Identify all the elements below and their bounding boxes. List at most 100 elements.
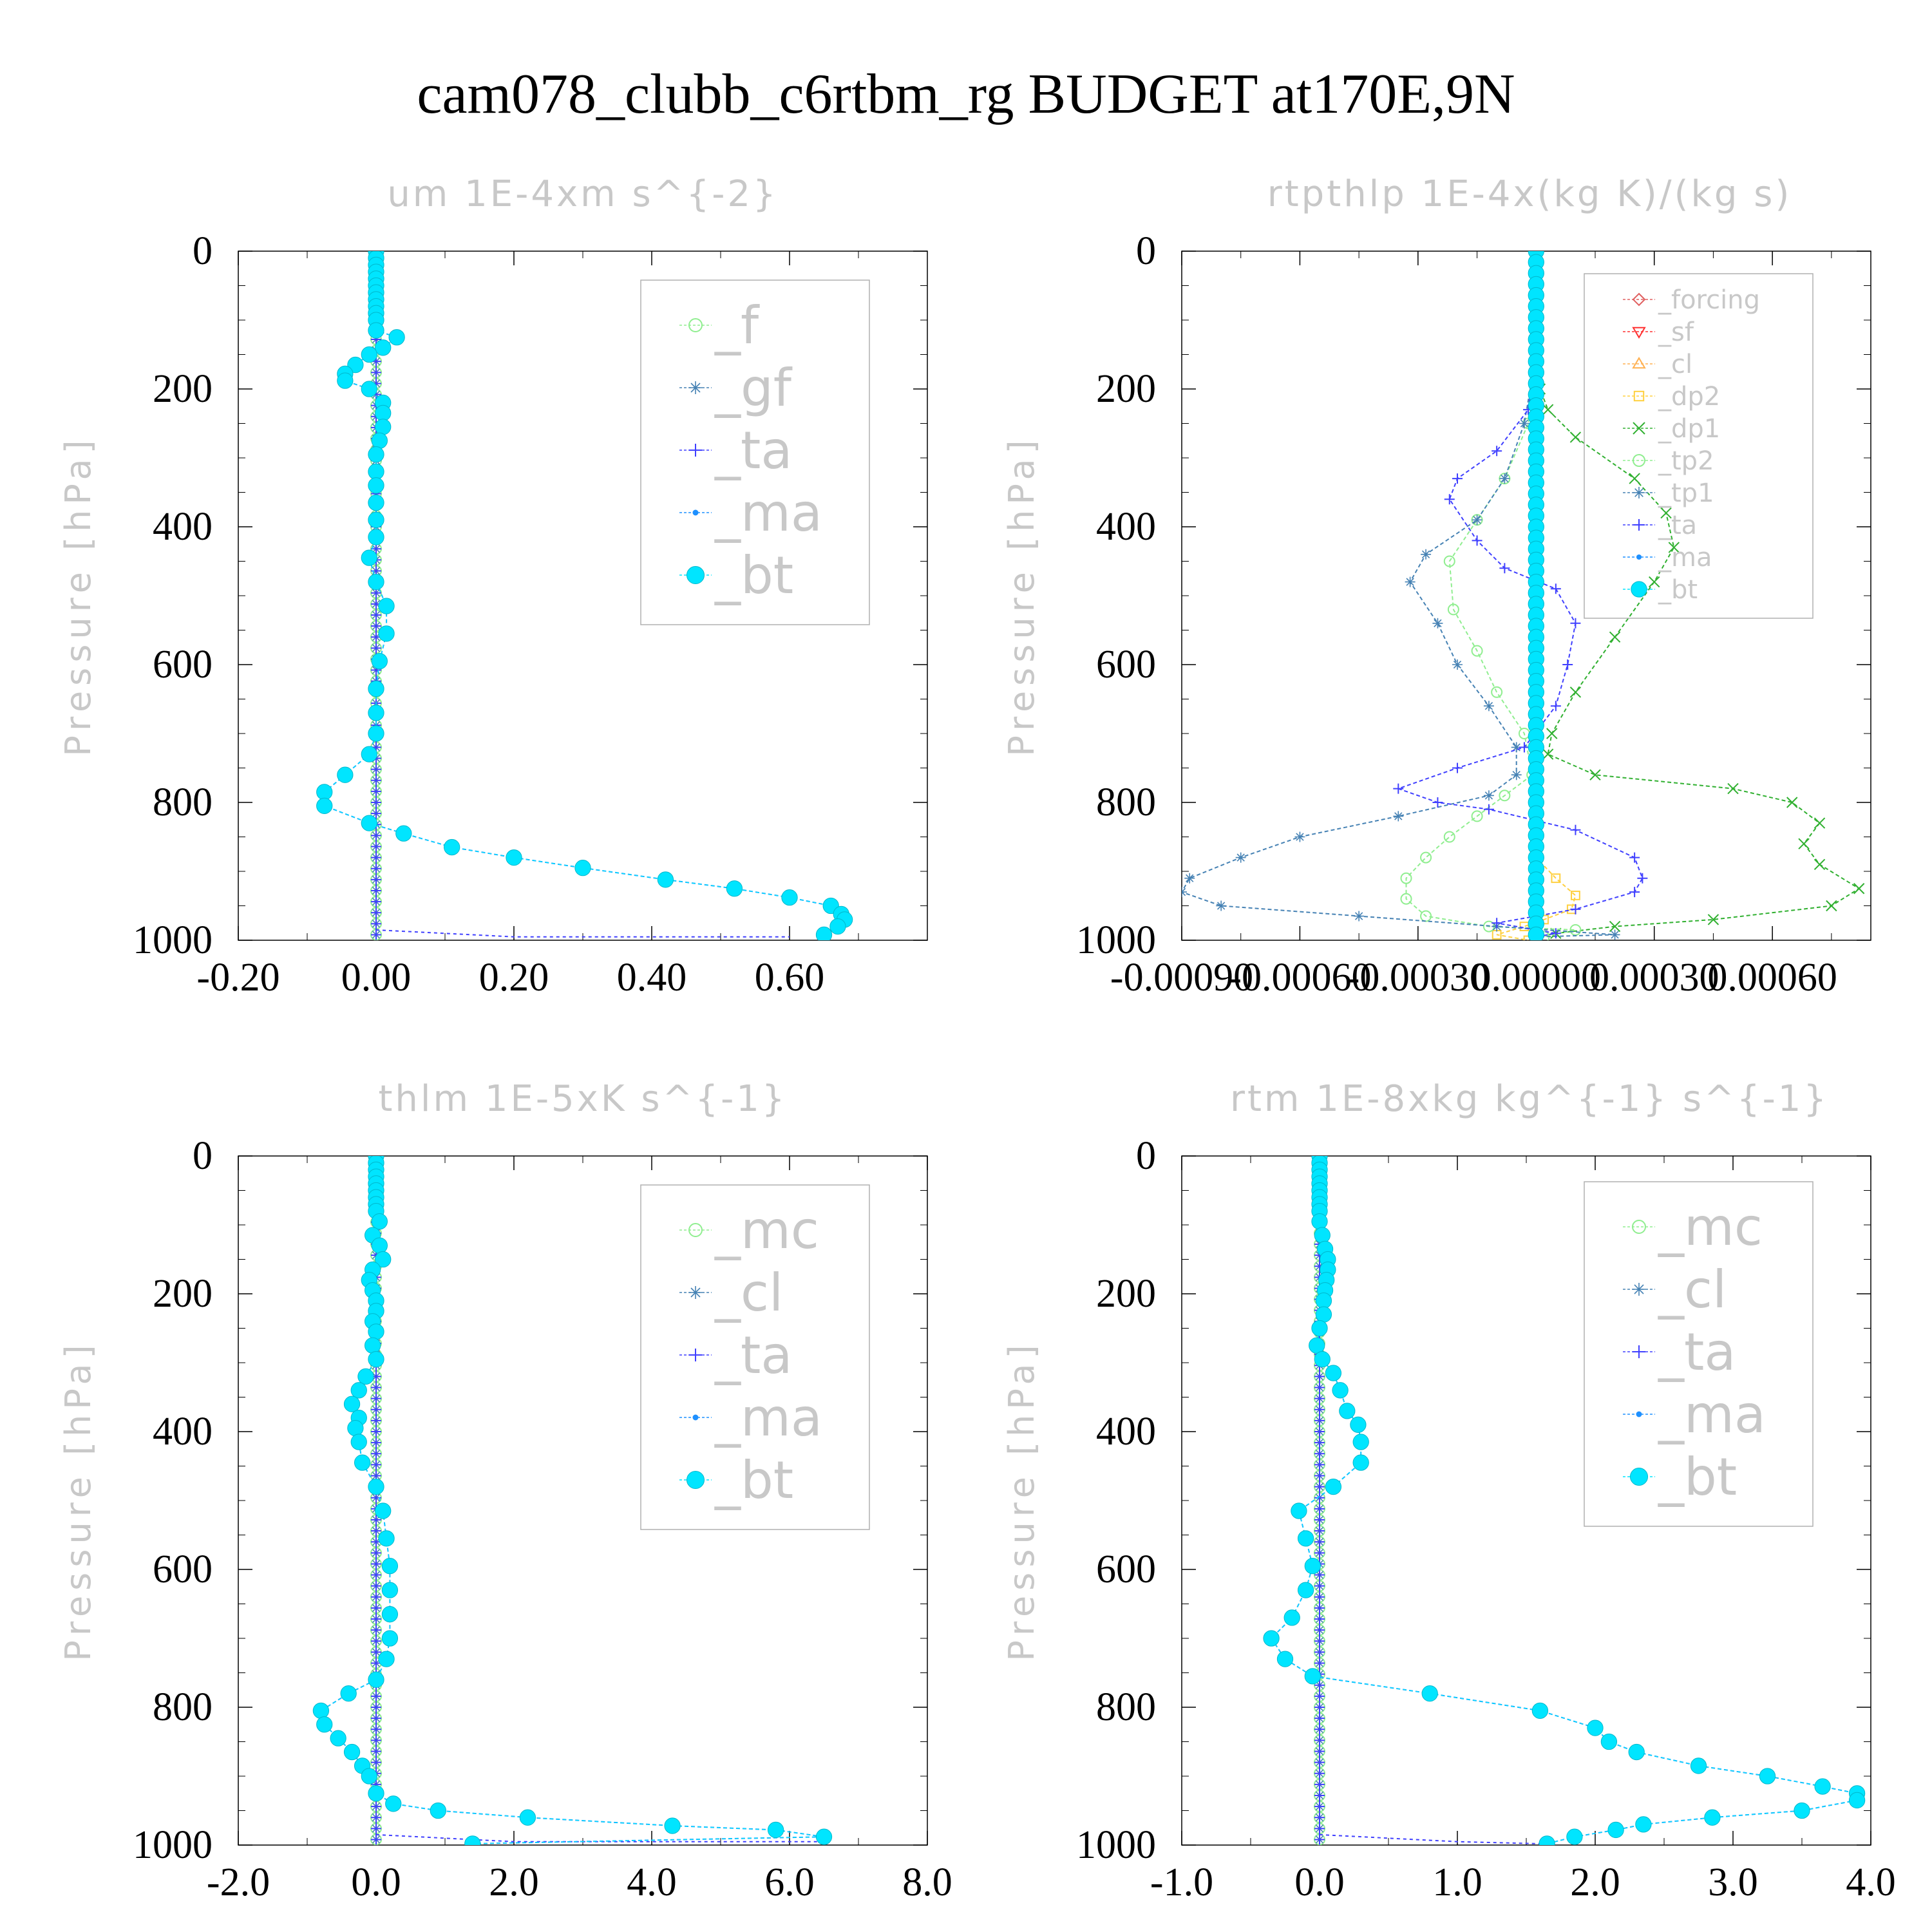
data-point xyxy=(361,815,377,831)
y-axis-label: Pressure [hPa] xyxy=(58,435,99,756)
panel-title-rtpthlp: rtpthlp 1E-4x(kg K)/(kg s) xyxy=(1267,173,1792,215)
data-point xyxy=(1393,783,1404,794)
legend-marker xyxy=(687,1471,705,1489)
legend-marker xyxy=(1636,554,1642,560)
data-point xyxy=(1332,1382,1349,1399)
data-point xyxy=(347,356,364,374)
panel-thlm: thlm 1E-5xK s^{-1} 0 200 400 600 800 1000-2.0… xyxy=(58,1078,952,1904)
y-tick-label: 600 xyxy=(153,1548,213,1591)
data-point xyxy=(1309,1337,1325,1354)
data-point xyxy=(371,1636,381,1647)
legend-marker xyxy=(1631,581,1647,598)
data-point xyxy=(371,1580,381,1591)
data-point xyxy=(1276,1651,1294,1667)
data-point xyxy=(371,1213,388,1230)
data-point xyxy=(354,1454,371,1471)
data-point xyxy=(350,1434,367,1450)
legend-marker xyxy=(1633,1345,1645,1358)
y-tick-label: 800 xyxy=(1096,1685,1156,1729)
data-point xyxy=(368,1785,384,1802)
data-point xyxy=(1314,1812,1325,1823)
data-point xyxy=(371,653,388,670)
data-point xyxy=(385,1795,402,1812)
data-point xyxy=(1471,645,1483,657)
data-point xyxy=(1668,542,1680,553)
data-point xyxy=(1452,659,1463,670)
data-point xyxy=(1314,1492,1325,1503)
data-point xyxy=(1491,686,1503,698)
data-point xyxy=(371,1591,381,1602)
data-point xyxy=(1352,1434,1369,1450)
data-point xyxy=(381,1582,399,1598)
data-point xyxy=(316,1716,333,1733)
data-point xyxy=(371,1602,381,1613)
legend-marker xyxy=(1633,422,1645,435)
data-point xyxy=(368,1671,384,1688)
x-tick-label: -0.00060 xyxy=(1228,956,1371,999)
y-tick-label: 0 xyxy=(1136,229,1156,273)
data-point xyxy=(368,1478,384,1495)
data-point xyxy=(1314,1647,1325,1658)
legend-label: _cl xyxy=(714,1263,783,1323)
legend-marker xyxy=(1633,519,1645,531)
legend-label: _forcing xyxy=(1658,285,1760,315)
data-point xyxy=(371,1569,381,1580)
data-point xyxy=(381,1630,399,1647)
legend: _mc_cl_ta_ma_bt xyxy=(640,1184,870,1530)
y-tick-label: 400 xyxy=(153,1410,213,1454)
x-tick-label: 0.0 xyxy=(1294,1861,1345,1904)
data-point xyxy=(1405,576,1416,587)
data-point xyxy=(337,372,354,389)
legend-marker xyxy=(688,318,703,332)
data-point xyxy=(368,573,384,591)
data-point xyxy=(357,1368,374,1385)
series-hook-line xyxy=(375,929,790,938)
data-point xyxy=(371,1459,381,1470)
data-point xyxy=(371,1834,381,1845)
data-point xyxy=(1589,769,1601,781)
data-point xyxy=(815,926,833,940)
data-point xyxy=(381,1605,399,1623)
data-point xyxy=(1660,507,1672,519)
y-tick-label: 1000 xyxy=(1076,918,1156,962)
data-point xyxy=(1727,782,1739,795)
data-point xyxy=(371,1437,381,1448)
x-tick-label: 0.60 xyxy=(755,956,825,999)
data-point xyxy=(1314,1680,1325,1690)
legend-marker xyxy=(1632,1220,1646,1234)
series-line xyxy=(1182,251,1615,938)
legend-box xyxy=(1584,1181,1814,1527)
legend-marker xyxy=(689,1286,702,1299)
data-point xyxy=(1314,1602,1325,1613)
data-point xyxy=(1570,618,1581,629)
data-point xyxy=(1607,1821,1624,1839)
legend-label: _ta xyxy=(714,1325,792,1385)
legend-marker xyxy=(689,381,702,394)
data-point xyxy=(1311,1320,1328,1337)
legend-marker xyxy=(1636,1411,1642,1417)
legend-label: _mc xyxy=(1658,1197,1763,1257)
data-point xyxy=(1483,804,1494,815)
x-tick-label: 2.0 xyxy=(489,1861,539,1904)
y-tick-label: 1000 xyxy=(133,918,213,962)
legend-label: _mc xyxy=(714,1200,819,1260)
data-point xyxy=(1294,831,1305,842)
data-point xyxy=(371,907,381,918)
data-point xyxy=(1314,1591,1325,1602)
series-layer xyxy=(316,251,853,940)
data-point xyxy=(1314,1404,1325,1415)
data-point xyxy=(371,1625,381,1636)
data-point xyxy=(1314,1746,1325,1757)
data-point xyxy=(1314,1834,1325,1845)
data-point xyxy=(371,1690,381,1701)
data-point xyxy=(371,1415,381,1426)
data-point xyxy=(371,1713,381,1724)
data-point xyxy=(371,1526,381,1537)
y-tick-label: 1000 xyxy=(133,1823,213,1867)
data-point xyxy=(371,1823,381,1834)
data-point xyxy=(1314,1690,1325,1701)
y-tick-label: 400 xyxy=(153,505,213,549)
y-tick-label: 200 xyxy=(153,367,213,411)
series-ma xyxy=(1269,1156,1860,1845)
data-point xyxy=(1314,1371,1325,1382)
